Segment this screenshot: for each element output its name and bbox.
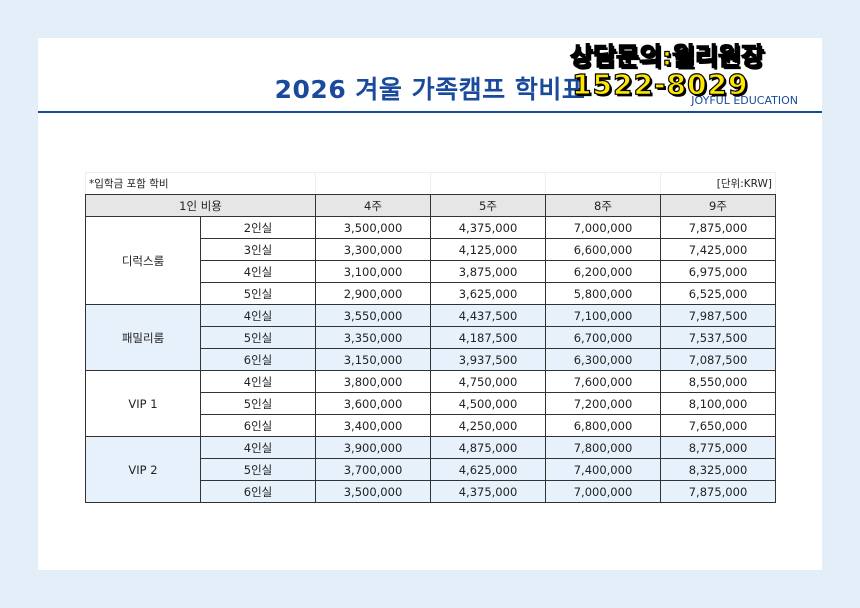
price: 3,300,000 xyxy=(315,238,431,261)
divider xyxy=(38,111,822,113)
price: 7,875,000 xyxy=(660,480,776,503)
price: 6,525,000 xyxy=(660,282,776,305)
price: 7,100,000 xyxy=(545,304,661,327)
price: 6,600,000 xyxy=(545,238,661,261)
price: 4,875,000 xyxy=(430,436,546,459)
price: 4,750,000 xyxy=(430,370,546,393)
price: 4,125,000 xyxy=(430,238,546,261)
header-row: 1인 비용 4주 5주 8주 9주 xyxy=(85,194,776,217)
price: 3,500,000 xyxy=(315,216,431,239)
price: 3,400,000 xyxy=(315,414,431,437)
title: 2026 겨울 가족캠프 학비표 xyxy=(274,75,586,104)
column-header: 9주 xyxy=(660,194,776,217)
room-type: 디럭스룸 xyxy=(85,216,201,305)
price: 4,250,000 xyxy=(430,414,546,437)
price: 4,375,000 xyxy=(430,480,546,503)
price: 4,625,000 xyxy=(430,458,546,481)
price: 7,650,000 xyxy=(660,414,776,437)
price-row: 5인실 2,900,000 3,625,000 5,800,000 6,525,000 xyxy=(86,282,776,305)
price: 4,500,000 xyxy=(430,392,546,415)
price: 3,150,000 xyxy=(315,348,431,371)
room-size: 2인실 xyxy=(200,216,316,239)
price: 6,975,000 xyxy=(660,260,776,283)
price-row: 6인실 3,150,000 3,937,500 6,300,000 7,087,500 xyxy=(86,348,776,371)
empty-cell xyxy=(315,172,431,195)
price-row: 5인실 3,700,000 4,625,000 7,400,000 8,325,000 xyxy=(86,458,776,481)
price: 3,875,000 xyxy=(430,260,546,283)
room-size: 6인실 xyxy=(200,348,316,371)
column-header: 5주 xyxy=(430,194,546,217)
price: 7,425,000 xyxy=(660,238,776,261)
price-row: VIP 2 4인실 3,900,000 4,875,000 7,800,000 8,775… xyxy=(85,436,776,503)
note-row: *입학금 포함 학비 [단위:KRW] xyxy=(85,172,776,195)
price: 7,000,000 xyxy=(545,216,661,239)
column-header: 8주 xyxy=(545,194,661,217)
room-size: 3인실 xyxy=(200,238,316,261)
column-header: 1인 비용 xyxy=(85,194,316,217)
note: *입학금 포함 학비 xyxy=(85,172,316,195)
price: 8,775,000 xyxy=(660,436,776,459)
room-size: 5인실 xyxy=(200,458,316,481)
price: 8,550,000 xyxy=(660,370,776,393)
price: 6,700,000 xyxy=(545,326,661,349)
room-type: VIP 1 xyxy=(85,370,201,437)
price: 6,300,000 xyxy=(545,348,661,371)
empty-cell xyxy=(545,172,661,195)
price: 7,000,000 xyxy=(545,480,661,503)
price: 7,537,500 xyxy=(660,326,776,349)
brand: JOYFUL EDUCATION xyxy=(691,94,798,107)
price: 8,100,000 xyxy=(660,392,776,415)
room-size: 6인실 xyxy=(200,414,316,437)
price: 7,400,000 xyxy=(545,458,661,481)
price: 4,375,000 xyxy=(430,216,546,239)
price-row: 3인실 3,300,000 4,125,000 6,600,000 7,425,000 xyxy=(86,238,776,261)
price: 4,187,500 xyxy=(430,326,546,349)
room-type: VIP 2 xyxy=(85,436,201,503)
room-size: 4인실 xyxy=(200,260,316,283)
price-row: 패밀리룸 4인실 3,550,000 4,437,500 7,100,000 7,987,… xyxy=(85,304,776,371)
price: 7,800,000 xyxy=(545,436,661,459)
price-row: 디럭스룸 2인실 3,500,000 4,375,000 7,000,000 7,875,… xyxy=(85,216,776,305)
price-table: *입학금 포함 학비 [단위:KRW] 1인 비용 4주 5주 8주 9주 디럭스룸 2인실 3,… xyxy=(85,172,776,503)
price: 3,550,000 xyxy=(315,304,431,327)
room-size: 4인실 xyxy=(200,304,316,327)
price: 3,625,000 xyxy=(430,282,546,305)
price: 7,987,500 xyxy=(660,304,776,327)
price-row: 4인실 3,100,000 3,875,000 6,200,000 6,975,000 xyxy=(86,260,776,283)
room-type: 패밀리룸 xyxy=(85,304,201,371)
room-size: 4인실 xyxy=(200,436,316,459)
price: 7,875,000 xyxy=(660,216,776,239)
unit: [단위:KRW] xyxy=(660,172,776,195)
contact: 상담문의:윌리원장 xyxy=(569,41,764,71)
price: 3,350,000 xyxy=(315,326,431,349)
room-size: 6인실 xyxy=(200,480,316,503)
price: 7,600,000 xyxy=(545,370,661,393)
price-row: 5인실 3,600,000 4,500,000 7,200,000 8,100,000 xyxy=(86,392,776,415)
empty-cell xyxy=(430,172,546,195)
price-row: VIP 1 4인실 3,800,000 4,750,000 7,600,000 8,550… xyxy=(85,370,776,437)
price: 8,325,000 xyxy=(660,458,776,481)
price: 7,087,500 xyxy=(660,348,776,371)
price: 6,200,000 xyxy=(545,260,661,283)
price: 3,500,000 xyxy=(315,480,431,503)
price: 5,800,000 xyxy=(545,282,661,305)
room-size: 5인실 xyxy=(200,326,316,349)
room-size: 5인실 xyxy=(200,282,316,305)
room-size: 5인실 xyxy=(200,392,316,415)
price: 3,800,000 xyxy=(315,370,431,393)
price: 2,900,000 xyxy=(315,282,431,305)
price: 3,100,000 xyxy=(315,260,431,283)
phone: 1522-8029 xyxy=(571,67,749,101)
room-size: 4인실 xyxy=(200,370,316,393)
price: 3,600,000 xyxy=(315,392,431,415)
price: 6,800,000 xyxy=(545,414,661,437)
price-row: 6인실 3,500,000 4,375,000 7,000,000 7,875,000 xyxy=(86,480,776,503)
price: 7,200,000 xyxy=(545,392,661,415)
column-header: 4주 xyxy=(315,194,431,217)
price: 3,900,000 xyxy=(315,436,431,459)
price: 3,937,500 xyxy=(430,348,546,371)
price: 3,700,000 xyxy=(315,458,431,481)
price: 4,437,500 xyxy=(430,304,546,327)
